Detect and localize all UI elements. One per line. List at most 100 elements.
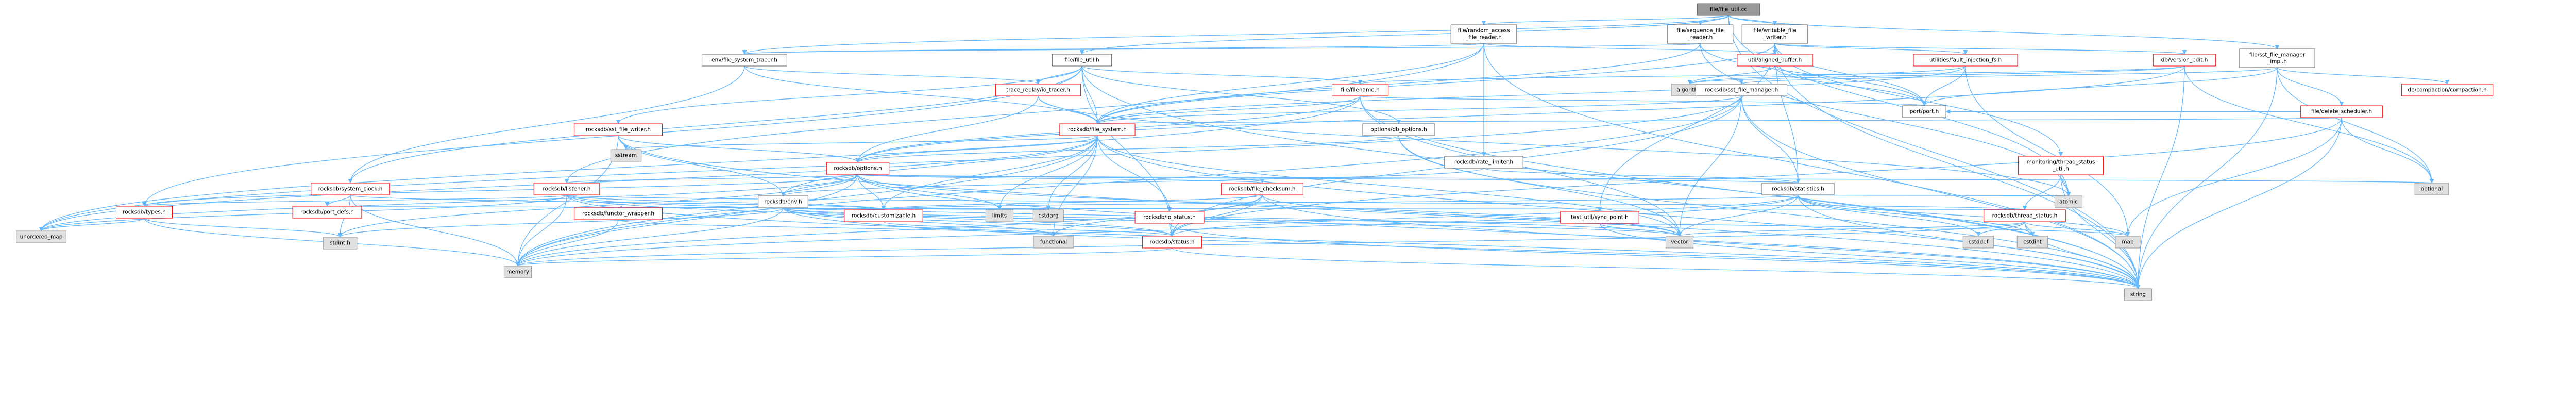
edge-sst-file-manager-to-unordered-map	[39, 95, 1742, 231]
edge-status-to-string	[1172, 247, 2141, 289]
node-file-checksum[interactable]: rocksdb/file_checksum.h	[1221, 183, 1303, 195]
node-label: rocksdb/env.h	[764, 199, 802, 205]
node-system-clock[interactable]: rocksdb/system_clock.h	[311, 183, 390, 195]
node-file-system[interactable]: rocksdb/file_system.h	[1059, 123, 1136, 136]
node-label: map	[2122, 239, 2134, 245]
node-listener[interactable]: rocksdb/listener.h	[533, 183, 600, 195]
edge-options-to-memory	[515, 174, 858, 267]
node-memory[interactable]: memory	[503, 266, 532, 278]
node-limits[interactable]: limits	[985, 209, 1014, 222]
node-label: cstddef	[1969, 239, 1989, 245]
node-sync-point[interactable]: test_util/sync_point.h	[1560, 211, 1639, 224]
node-label: _util.h	[2052, 166, 2069, 172]
node-sequence-file-reader[interactable]: file/sequence_file_reader.h	[1667, 24, 1734, 44]
node-file-util-h[interactable]: file/file_util.h	[1052, 54, 1112, 67]
node-cstddef[interactable]: cstddef	[1962, 236, 1994, 249]
node-box	[1142, 236, 1202, 249]
edge-sst-file-manager-impl-to-port-h	[1922, 67, 2278, 106]
node-functional[interactable]: functional	[1033, 236, 1074, 249]
node-unordered-map[interactable]: unordered_map	[16, 230, 66, 243]
node-sstream[interactable]: sstream	[610, 149, 642, 162]
node-optional[interactable]: optional	[2414, 183, 2449, 195]
edge-version-edit-to-algorithm	[1687, 65, 2185, 85]
node-box	[2016, 236, 2048, 249]
node-box	[1761, 183, 1835, 195]
node-statistics[interactable]: rocksdb/statistics.h	[1761, 183, 1835, 195]
node-compaction[interactable]: db/compaction/compaction.h	[2401, 84, 2494, 96]
node-box	[1059, 123, 1136, 136]
node-port-h[interactable]: port/port.h	[1902, 105, 1946, 118]
node-aligned-buffer[interactable]: util/aligned_buffer.h	[1737, 54, 1813, 67]
node-label: options/db_options.h	[1370, 127, 1427, 133]
node-customizable[interactable]: rocksdb/customizable.h	[844, 209, 923, 222]
node-stdint[interactable]: stdint.h	[323, 237, 358, 250]
node-box	[2054, 195, 2083, 208]
node-atomic[interactable]: atomic	[2054, 195, 2083, 208]
node-writable-file-writer[interactable]: file/writable_file_writer.h	[1741, 24, 1808, 44]
node-string[interactable]: string	[2124, 288, 2153, 301]
edge-system-clock-to-customizable	[350, 194, 886, 210]
node-label: monitoring/thread_status	[2027, 159, 2095, 166]
edge-file-checksum-to-customizable	[881, 194, 1263, 210]
edge-writable-file-writer-to-statistics	[1774, 43, 1801, 184]
node-sst-file-manager[interactable]: rocksdb/sst_file_manager.h	[1695, 84, 1788, 96]
node-box	[2401, 84, 2494, 96]
edge-writable-file-writer-to-file-system	[1095, 43, 1775, 124]
node-label: file/random_access	[1458, 28, 1510, 34]
node-options[interactable]: rocksdb/options.h	[826, 162, 890, 175]
node-filename[interactable]: file/filename.h	[1332, 84, 1388, 96]
node-label: file/delete_scheduler.h	[2311, 109, 2372, 115]
edge-fault-injection-fs-to-port-h	[1922, 65, 1966, 106]
edge-root-to-file-util-h	[1079, 15, 1729, 55]
node-label: rocksdb/file_system.h	[1068, 127, 1127, 133]
edge-io-status-to-string	[1169, 223, 2141, 289]
node-thread-status[interactable]: rocksdb/thread_status.h	[1984, 209, 2066, 222]
node-box	[16, 230, 66, 243]
node-sst-file-writer[interactable]: rocksdb/sst_file_writer.h	[574, 123, 663, 136]
node-types[interactable]: rocksdb/types.h	[116, 206, 173, 219]
node-label: unordered_map	[20, 234, 63, 240]
node-box	[292, 206, 362, 219]
edge-file-util-h-to-options-util	[1081, 65, 1401, 124]
node-box	[1450, 24, 1517, 44]
node-cstdint[interactable]: cstdint	[2016, 236, 2048, 249]
node-root[interactable]: file/file_util.cc	[1697, 3, 1760, 16]
node-options-util[interactable]: options/db_options.h	[1362, 123, 1435, 136]
node-map[interactable]: map	[2115, 236, 2141, 249]
node-cstdarg[interactable]: cstdarg	[1032, 209, 1064, 222]
edge-sst-file-manager-to-vector	[1677, 95, 1742, 237]
node-delete-scheduler[interactable]: file/delete_scheduler.h	[2300, 105, 2383, 118]
node-functor-wrapper[interactable]: rocksdb/functor_wrapper.h	[574, 207, 663, 220]
node-box	[574, 123, 663, 136]
edge-aligned-buffer-to-port-h	[1774, 65, 1927, 106]
node-box	[1560, 211, 1639, 224]
node-thread-status-util[interactable]: monitoring/thread_status_util.h	[2018, 156, 2104, 175]
node-box	[1033, 236, 1074, 249]
node-fault-injection-fs[interactable]: utilities/fault_injection_fs.h	[1913, 54, 2018, 67]
edge-delete-scheduler-to-file-system	[1096, 117, 2342, 124]
edge-customizable-to-status	[883, 221, 1175, 237]
node-label: cstdint	[2023, 239, 2042, 245]
edge-sst-file-writer-to-sstream	[618, 135, 629, 150]
edge-trace-replayer-to-options	[855, 95, 1039, 163]
node-trace-replayer[interactable]: trace_replay/io_tracer.h	[995, 84, 1081, 96]
node-box	[1032, 209, 1064, 222]
node-rate-limiter[interactable]: rocksdb/rate_limiter.h	[1444, 156, 1523, 169]
edge-statistics-to-status	[1170, 194, 1799, 237]
node-vector[interactable]: vector	[1665, 236, 1694, 249]
node-file-system-tracer[interactable]: env/file_system_tracer.h	[702, 54, 787, 67]
edge-functor-wrapper-to-memory	[515, 219, 619, 267]
node-status[interactable]: rocksdb/status.h	[1142, 236, 1202, 249]
edge-file-system-to-limits	[997, 135, 1098, 210]
node-env[interactable]: rocksdb/env.h	[758, 195, 808, 208]
node-random-access-file-reader[interactable]: file/random_access_file_reader.h	[1450, 24, 1517, 44]
node-port-defs[interactable]: rocksdb/port_defs.h	[292, 206, 362, 219]
edge-file-util-h-to-filename	[1081, 65, 1363, 85]
node-box	[2124, 288, 2153, 301]
node-box	[1902, 105, 1946, 118]
node-io-status[interactable]: rocksdb/io_status.h	[1134, 211, 1205, 224]
edge-delete-scheduler-to-status	[1170, 117, 2342, 237]
node-box	[2018, 156, 2104, 175]
node-sst-file-manager-impl[interactable]: file/sst_file_manager_impl.h	[2239, 48, 2315, 68]
node-version-edit[interactable]: db/version_edit.h	[2153, 54, 2216, 67]
